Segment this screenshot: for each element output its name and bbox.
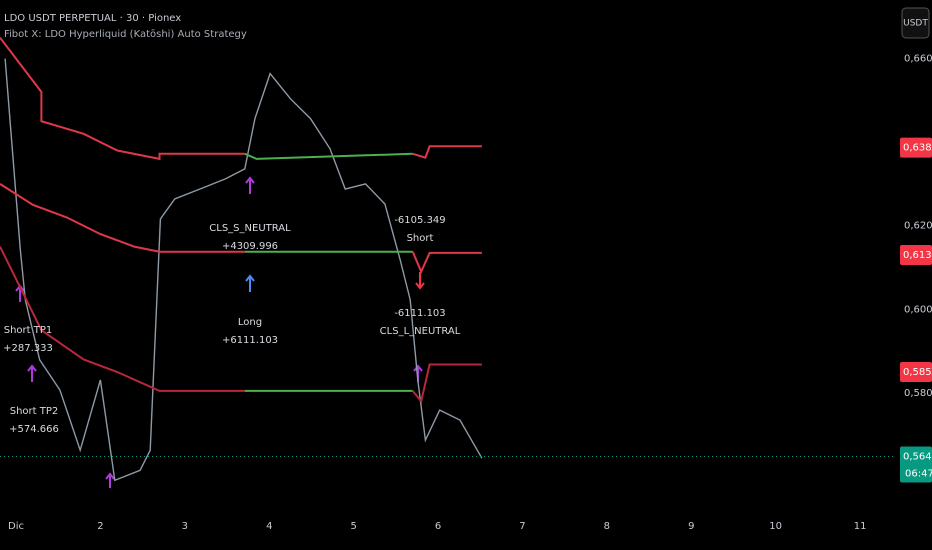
- y-tick-label: 0,5800: [904, 388, 932, 399]
- annotation: CLS_S_NEUTRAL: [209, 223, 291, 234]
- annotation: CLS_L_NEUTRAL: [380, 326, 461, 337]
- price-badge: [900, 362, 932, 383]
- annotation: +287.333: [3, 343, 53, 354]
- price-badge-label: 0,6387: [903, 143, 932, 154]
- chart-subtitle: Fibot X: LDO Hyperliquid (Katōshi) Auto …: [4, 29, 247, 40]
- marker: [415, 272, 425, 290]
- x-tick-label: Dic: [8, 521, 24, 532]
- x-tick-label: 9: [688, 521, 694, 532]
- x-tick-label: 10: [769, 521, 782, 532]
- x-tick-label: 8: [604, 521, 610, 532]
- chart-title: LDO USDT PERPETUAL · 30 · Pionex: [4, 13, 181, 24]
- x-tick-label: 2: [97, 521, 103, 532]
- countdown: 06:47: [905, 468, 932, 479]
- x-tick-label: 11: [854, 521, 867, 532]
- price-badge: [900, 245, 932, 265]
- series-line: [411, 251, 482, 275]
- annotation: +6111.103: [222, 335, 278, 346]
- annotation: Short: [407, 233, 434, 244]
- price-badge: [900, 137, 932, 158]
- series-line: [0, 36, 245, 161]
- annotation: +4309.996: [222, 241, 278, 252]
- x-tick-label: 6: [435, 521, 441, 532]
- marker: [245, 274, 255, 292]
- x-tick-label: 4: [266, 521, 272, 532]
- annotation: Short TP1: [4, 325, 53, 336]
- annotation: Long: [238, 317, 262, 328]
- currency-button-label[interactable]: USDT: [903, 19, 928, 29]
- marker: [27, 364, 37, 382]
- series-line: [411, 363, 482, 404]
- currency-button[interactable]: [901, 7, 930, 39]
- price-badge-label: 0,5648: [903, 451, 932, 462]
- x-tick-label: 5: [350, 521, 356, 532]
- annotation: Short TP2: [10, 406, 59, 417]
- x-tick-label: 7: [519, 521, 525, 532]
- annotation: -6105.349: [394, 215, 445, 226]
- series-line: [0, 246, 245, 392]
- series-line: [244, 152, 413, 160]
- x-tick-label: 3: [182, 521, 188, 532]
- series-line: [0, 183, 245, 253]
- annotation: -6111.103: [394, 308, 445, 319]
- annotation: +574.666: [9, 424, 59, 435]
- series-line: [412, 145, 482, 159]
- series-line: [4, 58, 483, 482]
- marker: [105, 472, 115, 488]
- price-badge: [900, 446, 932, 483]
- marker: [245, 176, 255, 194]
